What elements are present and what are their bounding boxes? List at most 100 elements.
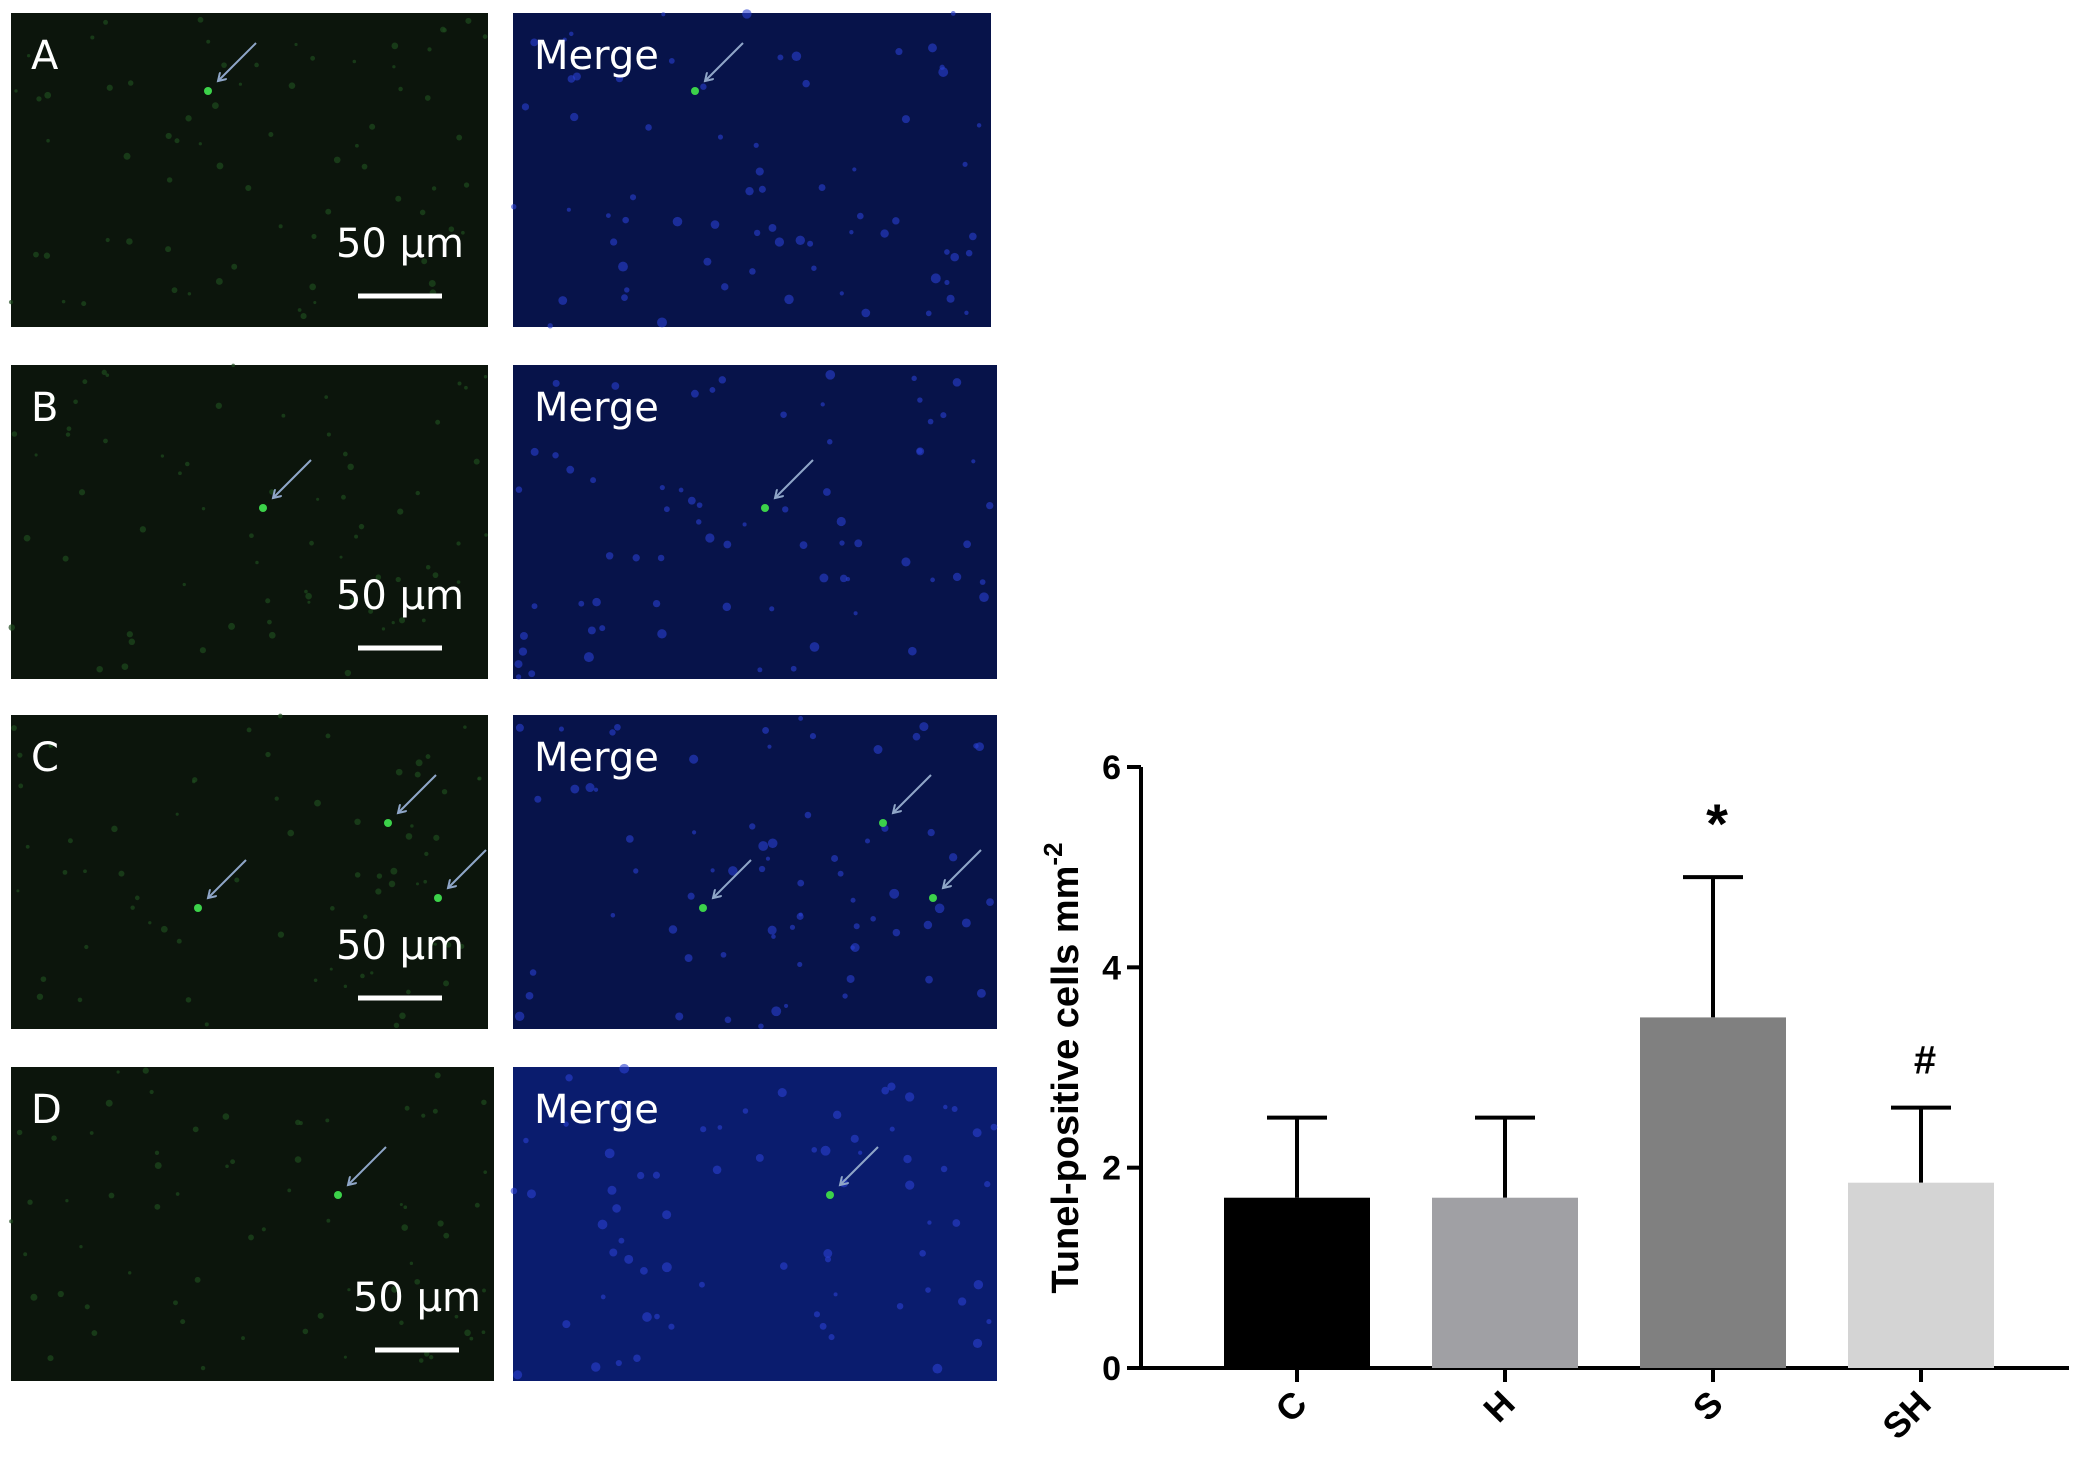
- nucleus-dot: [765, 856, 771, 861]
- nucleus-dot: [525, 991, 534, 1000]
- panel-label: C: [31, 735, 59, 781]
- cell-dot: [463, 725, 467, 729]
- nucleus-dot: [802, 79, 810, 88]
- nucleus-dot: [827, 439, 833, 445]
- cell-dot: [36, 96, 42, 102]
- nucleus-dot: [895, 48, 903, 56]
- nucleus-dot: [657, 629, 667, 639]
- cell-dot: [96, 665, 103, 673]
- cell-dot: [142, 1067, 149, 1074]
- nucleus-dot: [849, 230, 854, 235]
- cell-dot: [8, 624, 16, 631]
- cell-dot: [65, 432, 71, 437]
- nucleus-dot: [839, 574, 848, 583]
- nucleus-dot: [908, 646, 917, 656]
- nucleus-dot: [514, 660, 523, 669]
- cell-dot: [48, 742, 54, 748]
- nucleus-dot: [659, 484, 665, 491]
- cell-dot: [363, 914, 368, 920]
- nucleus-dot: [925, 1287, 931, 1293]
- nucleus-dot: [807, 240, 814, 247]
- nucleus-dot: [710, 868, 715, 873]
- nucleus-dot: [678, 487, 684, 493]
- nucleus-dot: [534, 795, 542, 803]
- cell-dot: [265, 751, 271, 758]
- cell-dot: [221, 62, 227, 68]
- nucleus-dot: [662, 1210, 672, 1220]
- cell-dot: [325, 208, 332, 215]
- nucleus-dot: [632, 554, 640, 562]
- nucleus-dot: [753, 229, 761, 237]
- nucleus-dot: [901, 115, 910, 124]
- cell-dot: [421, 258, 428, 265]
- cell-dot: [225, 1164, 229, 1169]
- cell-dot: [324, 395, 329, 399]
- nucleus-dot: [562, 37, 567, 42]
- nucleus-dot: [531, 603, 538, 610]
- nucleus-dot: [912, 732, 921, 741]
- cell-dot: [339, 555, 343, 559]
- nucleus-dot: [640, 1266, 648, 1275]
- cell-dot: [347, 1288, 351, 1292]
- cell-dot: [437, 1220, 444, 1227]
- cell-dot: [212, 102, 219, 109]
- cell-dot: [297, 308, 302, 312]
- nucleus-dot: [972, 1128, 982, 1138]
- nucleus-dot: [587, 626, 596, 635]
- cell-dot: [406, 989, 411, 995]
- cell-dot: [180, 1319, 186, 1325]
- cell-dot: [358, 523, 365, 530]
- nucleus-dot: [742, 1108, 749, 1114]
- nucleus-dot: [566, 465, 575, 474]
- nucleus-dot: [916, 447, 925, 456]
- cell-dot: [194, 1276, 201, 1283]
- cell-dot: [160, 454, 165, 458]
- nucleus-dot: [515, 486, 523, 493]
- cell-dot: [268, 631, 276, 639]
- nucleus-dot: [605, 213, 611, 219]
- cell-dot: [154, 1162, 162, 1170]
- cell-dot: [329, 967, 333, 971]
- nucleus-dot: [944, 279, 950, 286]
- y-axis-label-superscript: -2: [1038, 842, 1068, 865]
- cell-dot: [461, 230, 465, 235]
- nucleus-dot: [820, 1145, 831, 1156]
- nucleus-dot: [837, 870, 844, 877]
- nucleus-dot: [768, 224, 777, 232]
- cell-dot: [165, 246, 172, 253]
- cell-dot: [46, 138, 50, 143]
- nucleus-dot: [614, 723, 621, 731]
- cell-dot: [66, 426, 72, 432]
- nucleus-dot: [758, 841, 769, 851]
- nucleus-dot: [514, 1011, 525, 1022]
- cell-dot: [391, 42, 399, 50]
- merge-image: [513, 715, 997, 1029]
- nucleus-dot: [610, 238, 618, 246]
- cell-dot: [388, 880, 396, 888]
- cell-dot: [91, 1330, 98, 1336]
- nucleus-dot: [652, 1171, 661, 1179]
- nucleus-dot: [657, 317, 667, 328]
- nucleus-dot: [940, 1165, 948, 1173]
- scale-bar-label: 50 µm: [353, 1275, 481, 1321]
- cell-dot: [448, 226, 455, 232]
- cell-dot: [347, 463, 354, 471]
- nucleus-dot: [950, 11, 956, 16]
- nucleus-dot: [570, 784, 580, 794]
- cell-dot: [395, 195, 402, 202]
- arrow: [775, 459, 814, 498]
- cell-dot: [457, 381, 462, 386]
- nucleus-dot: [852, 167, 857, 172]
- nucleus-dot: [619, 1063, 630, 1074]
- cell-dot: [425, 754, 431, 759]
- nucleus-dot: [864, 838, 871, 844]
- nucleus-dot: [779, 1262, 788, 1270]
- nucleus-dot: [578, 600, 585, 607]
- cell-dot: [118, 870, 125, 877]
- nucleus-dot: [762, 726, 770, 734]
- cell-dot: [445, 942, 452, 948]
- cell-dot: [469, 1336, 474, 1341]
- nucleus-dot: [624, 1254, 634, 1264]
- nucleus-dot: [943, 1104, 948, 1110]
- nucleus-dot: [675, 1012, 684, 1021]
